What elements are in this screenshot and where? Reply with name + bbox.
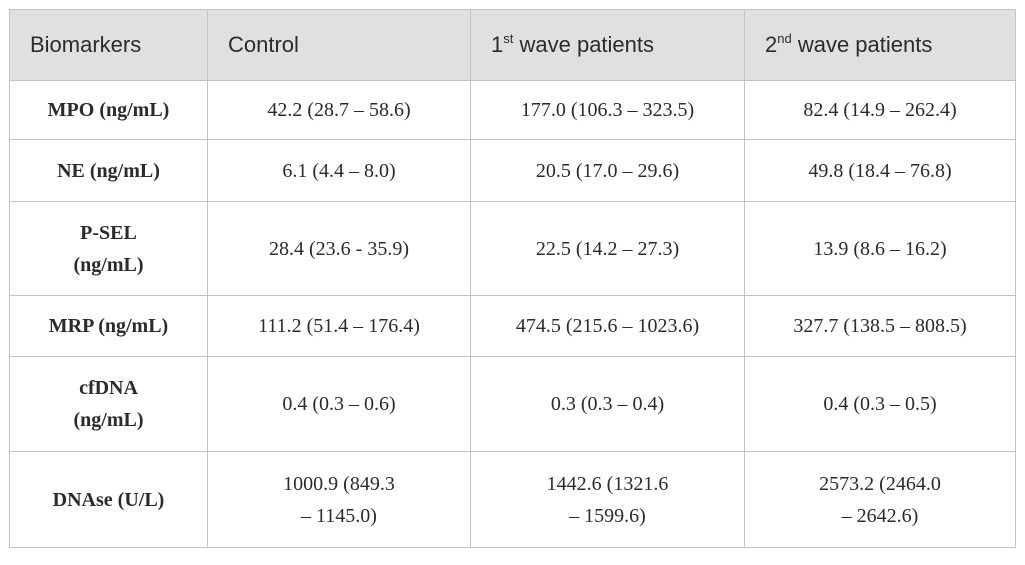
row-label: cfDNA (ng/mL) [9, 356, 208, 452]
cell-first-wave: 474.5 (215.6 – 1023.6) [470, 295, 745, 357]
cell-first-wave: 1442.6 (1321.6– 1599.6) [470, 451, 745, 548]
row-label: MPO (ng/mL) [9, 80, 208, 140]
header-row: Biomarkers Control 1st wave patients 2nd… [9, 9, 1016, 81]
cell-first-wave: 0.3 (0.3 – 0.4) [470, 356, 745, 452]
header-second-wave: 2nd wave patients [744, 9, 1016, 81]
biomarkers-table: Biomarkers Control 1st wave patients 2nd… [9, 9, 1016, 548]
header-first-wave: 1st wave patients [470, 9, 745, 81]
cell-first-wave: 177.0 (106.3 – 323.5) [470, 80, 745, 140]
cell-first-wave: 22.5 (14.2 – 27.3) [470, 201, 745, 296]
table-body: MPO (ng/mL) 42.2 (28.7 – 58.6) 177.0 (10… [9, 80, 1016, 548]
biomarkers-table-container: Biomarkers Control 1st wave patients 2nd… [9, 9, 1016, 548]
cell-second-wave: 0.4 (0.3 – 0.5) [744, 356, 1016, 452]
row-label: NE (ng/mL) [9, 139, 208, 202]
table-row-mrp: MRP (ng/mL) 111.2 (51.4 – 176.4) 474.5 (… [9, 295, 1016, 357]
row-label: DNAse (U/L) [9, 451, 208, 548]
header-control: Control [207, 9, 471, 81]
cell-control: 6.1 (4.4 – 8.0) [207, 139, 471, 202]
cell-first-wave: 20.5 (17.0 – 29.6) [470, 139, 745, 202]
cell-control: 111.2 (51.4 – 176.4) [207, 295, 471, 357]
cell-second-wave: 2573.2 (2464.0– 2642.6) [744, 451, 1016, 548]
cell-second-wave: 327.7 (138.5 – 808.5) [744, 295, 1016, 357]
table-row-cfdna: cfDNA (ng/mL) 0.4 (0.3 – 0.6) 0.3 (0.3 – … [9, 356, 1016, 452]
table-header: Biomarkers Control 1st wave patients 2nd… [9, 9, 1016, 81]
table-row-p-sel: P-SEL (ng/mL) 28.4 (23.6 - 35.9) 22.5 (14… [9, 201, 1016, 296]
cell-second-wave: 49.8 (18.4 – 76.8) [744, 139, 1016, 202]
cell-control: 28.4 (23.6 - 35.9) [207, 201, 471, 296]
row-label: MRP (ng/mL) [9, 295, 208, 357]
cell-control: 42.2 (28.7 – 58.6) [207, 80, 471, 140]
table-row-dnase: DNAse (U/L) 1000.9 (849.3– 1145.0) 1442.… [9, 451, 1016, 548]
row-label: P-SEL (ng/mL) [9, 201, 208, 296]
header-biomarkers: Biomarkers [9, 9, 208, 81]
table-row-ne: NE (ng/mL) 6.1 (4.4 – 8.0) 20.5 (17.0 – … [9, 139, 1016, 202]
table-row-mpo: MPO (ng/mL) 42.2 (28.7 – 58.6) 177.0 (10… [9, 80, 1016, 140]
cell-control: 1000.9 (849.3– 1145.0) [207, 451, 471, 548]
cell-control: 0.4 (0.3 – 0.6) [207, 356, 471, 452]
cell-second-wave: 13.9 (8.6 – 16.2) [744, 201, 1016, 296]
cell-second-wave: 82.4 (14.9 – 262.4) [744, 80, 1016, 140]
